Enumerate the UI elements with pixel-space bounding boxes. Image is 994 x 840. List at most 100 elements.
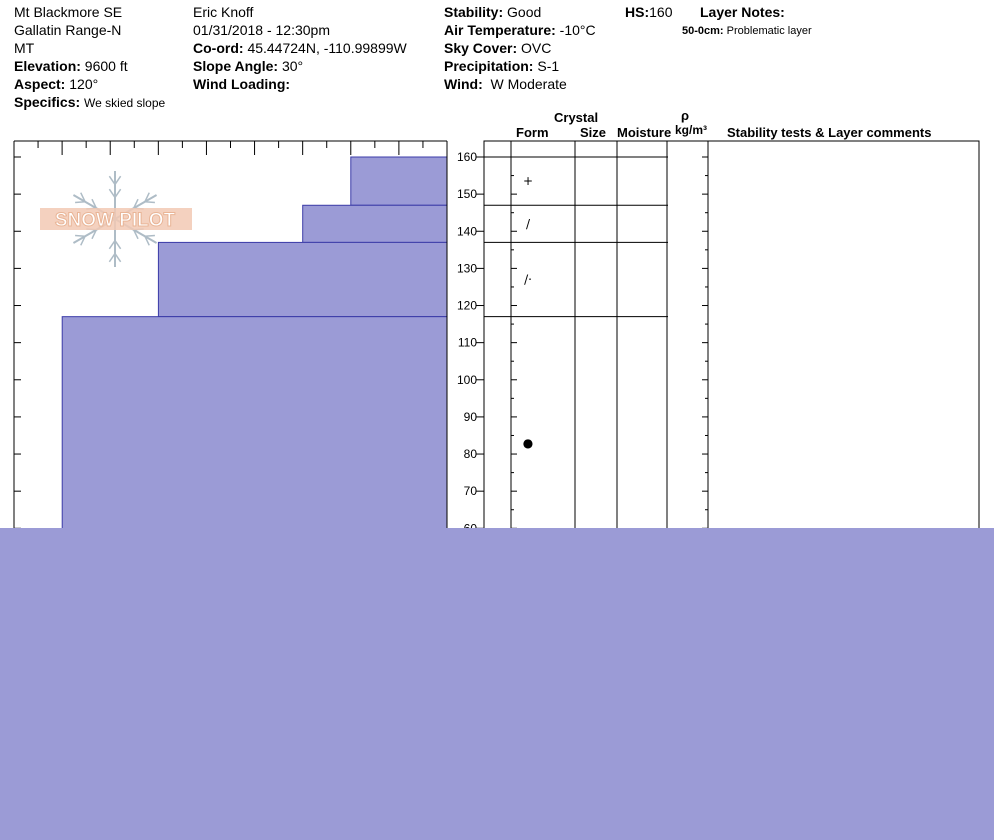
coord-label: Co-ord: xyxy=(193,40,244,56)
precipitation-label: Precipitation: xyxy=(444,58,534,74)
density-unit-header: kg/m³ xyxy=(675,123,708,137)
form-symbol-0: + xyxy=(523,174,533,188)
stability-label: Stability: xyxy=(444,4,504,20)
snowflake-branch xyxy=(144,235,150,246)
snowflake-branch xyxy=(114,240,122,250)
snowflake-branch xyxy=(91,198,97,209)
layer-bar-3 xyxy=(61,316,448,540)
precipitation: Precipitation: S-1 xyxy=(444,57,559,75)
snowflake-branch xyxy=(108,188,116,198)
snowflake-branch xyxy=(144,200,155,204)
hs: HS:160 xyxy=(625,3,672,21)
snowflake-branch xyxy=(80,235,86,246)
layer-bar-1 xyxy=(302,204,448,243)
snowflake-branch xyxy=(133,198,139,209)
elevation-value: 9600 ft xyxy=(84,58,128,74)
snowflake-branch xyxy=(75,234,86,238)
air-temp: Air Temperature: -10°C xyxy=(444,21,596,39)
stability-value: Good xyxy=(507,4,542,20)
sky-cover-label: Sky Cover: xyxy=(444,40,518,56)
specifics: Specifics: We skied slope xyxy=(14,93,165,112)
layer-bar-2 xyxy=(157,241,448,318)
depth-tick-label-140: 140 xyxy=(457,224,477,238)
slope-angle: Slope Angle: 30° xyxy=(193,57,303,75)
form-header: Form xyxy=(516,125,549,140)
hs-label: HS: xyxy=(625,4,650,20)
datetime: 01/31/2018 - 12:30pm xyxy=(193,22,330,38)
watermark-text: SNOW PILOT xyxy=(55,210,176,231)
snowflake-branch xyxy=(108,175,116,185)
crystal-header: Crystal xyxy=(554,110,599,125)
slope-angle-label: Slope Angle: xyxy=(193,58,279,74)
layer-notes-title: Layer Notes: xyxy=(700,4,785,20)
watermark-band xyxy=(40,208,192,230)
snowflake-branch xyxy=(75,200,86,204)
snowflake-branch xyxy=(91,229,97,240)
size-header: Size xyxy=(580,125,607,140)
slope-angle-value: 30° xyxy=(281,58,304,74)
sky-cover: Sky Cover: OVC xyxy=(444,39,551,57)
hardness-axis xyxy=(13,140,448,540)
depth-tick-label-150: 150 xyxy=(457,187,477,201)
rho-header: ρ xyxy=(681,108,690,123)
coord: Co-ord: 45.44724N, -110.99899W xyxy=(193,39,407,57)
form-symbols: + / /· ● xyxy=(523,174,533,450)
wind-value: W Moderate xyxy=(490,76,567,92)
wind-loading-label: Wind Loading: xyxy=(193,76,291,92)
depth-tick-label-80: 80 xyxy=(464,447,478,461)
location: Mt Blackmore SE xyxy=(14,4,123,20)
depth-tick-label-130: 130 xyxy=(457,261,477,275)
elevation-label: Elevation: xyxy=(14,58,81,74)
observer: Eric Knoff xyxy=(193,4,254,20)
hs-value: 160 xyxy=(649,4,673,20)
snow-pilot-watermark: SNOW PILOT xyxy=(40,171,192,267)
depth-tick-label-110: 110 xyxy=(458,336,477,350)
depth-tick-label-100: 100 xyxy=(457,373,477,387)
table-frame xyxy=(483,140,980,541)
depth-tick-label-90: 90 xyxy=(464,410,478,424)
coord-value: 45.44724N, -110.99899W xyxy=(247,40,407,56)
form-symbol-2: /· xyxy=(524,273,532,287)
aspect-label: Aspect: xyxy=(14,76,66,92)
form-symbol-3: ● xyxy=(523,436,533,450)
form-symbol-1: / xyxy=(526,217,531,231)
wind: Wind: W Moderate xyxy=(444,75,567,93)
air-temp-label: Air Temperature: xyxy=(444,22,556,38)
state: MT xyxy=(14,40,35,56)
layer-bar-0 xyxy=(350,156,448,206)
depth-tick-label-160: 160 xyxy=(457,150,477,164)
snowflake-branch xyxy=(80,192,86,203)
depth-axis: 16015014013012011010090807060 xyxy=(457,150,484,535)
layer-notes-entry: 50-0cm: Problematic layer xyxy=(682,22,812,40)
snowflake-branch xyxy=(108,240,116,250)
depth-tick-label-70: 70 xyxy=(464,484,478,498)
snowflake-branch xyxy=(144,192,150,203)
depth-tick-label-120: 120 xyxy=(457,299,477,313)
snowflake-branch xyxy=(108,253,116,263)
hardness-bars xyxy=(61,156,448,540)
precipitation-value: S-1 xyxy=(537,58,560,74)
elevation: Elevation: 9600 ft xyxy=(14,57,128,75)
wind-loading: Wind Loading: xyxy=(193,75,290,93)
air-temp-value: -10°C xyxy=(559,22,596,38)
snowflake-logo xyxy=(40,171,192,267)
snowflake-branch xyxy=(144,234,155,238)
sky-cover-value: OVC xyxy=(521,40,552,56)
crystal-table xyxy=(483,140,980,548)
wind-label: Wind: xyxy=(444,76,483,92)
layer-note-text: Problematic layer xyxy=(726,25,812,37)
moisture-header: Moisture xyxy=(617,125,672,140)
specifics-label: Specifics: xyxy=(14,94,81,110)
lower-layer-fill xyxy=(0,528,994,840)
aspect-value: 120° xyxy=(69,76,99,92)
comments-header: Stability tests & Layer comments xyxy=(727,125,932,140)
specifics-value: We skied slope xyxy=(84,96,166,110)
layer-note-depth: 50-0cm: xyxy=(682,25,724,37)
snowflake-branch xyxy=(114,253,122,263)
snowflake-branch xyxy=(114,175,122,185)
stability: Stability: Good xyxy=(444,3,541,21)
range: Gallatin Range-N xyxy=(14,22,122,38)
snowflake-branch xyxy=(114,188,122,198)
snowflake-branch xyxy=(133,229,139,240)
